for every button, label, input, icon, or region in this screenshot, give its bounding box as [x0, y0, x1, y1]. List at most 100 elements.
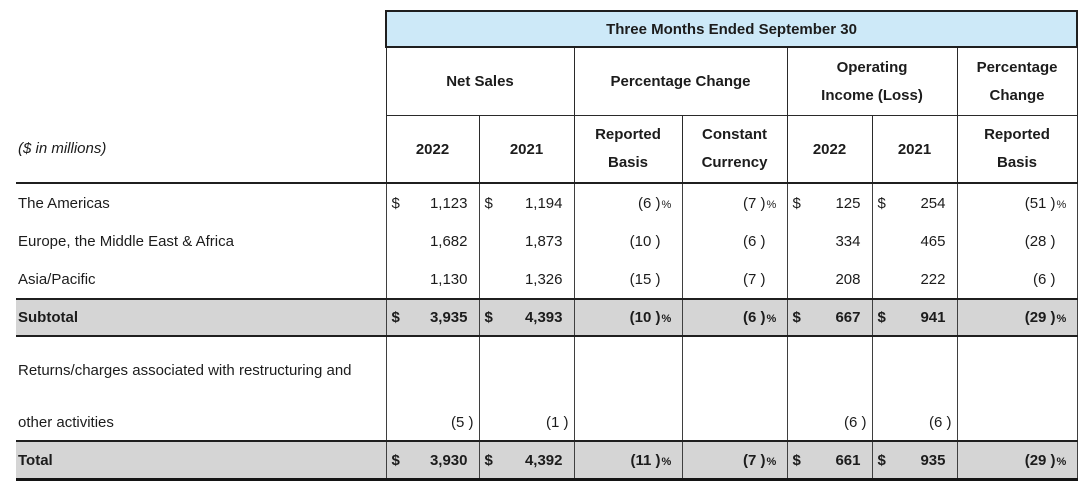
percent-sign: % [1056, 313, 1067, 325]
cell-net-sales-2021: 1,326 [478, 260, 574, 299]
row-label: The Americas [18, 194, 110, 212]
dollar-sign: $ [484, 451, 493, 469]
cell-constant-currency [681, 405, 787, 441]
cell-op-income-2022: (6 ) [786, 405, 872, 441]
percent-sign: % [661, 455, 672, 468]
financial-table-container: Three Months Ended September 30 Net Sale… [16, 10, 1079, 481]
dollar-sign: $ [484, 309, 493, 326]
dollar-sign: $ [391, 451, 400, 469]
row-label: Subtotal [16, 298, 386, 337]
dollar-sign: $ [877, 309, 886, 326]
cell-value: (6 ) [1033, 270, 1056, 288]
cell-value: 1,873 [524, 232, 563, 250]
cell-value: 4,393 [524, 309, 563, 326]
row-label: Asia/Pacific [18, 270, 96, 288]
cell-value: 1,123 [429, 194, 468, 212]
cell-net-sales-2021: $4,393 [478, 298, 574, 337]
cell-value: 125 [835, 194, 861, 212]
percent-sign: % [1056, 455, 1067, 468]
cell-value: (6 ) [844, 414, 867, 431]
cell-reported-basis: (6 )% [573, 183, 682, 222]
row-label: Europe, the Middle East & Africa [18, 232, 234, 250]
table-row-other-activities: other activities (5 ) (1 ) (6 ) (6 ) [16, 405, 1078, 441]
period-header: Three Months Ended September 30 [384, 10, 1079, 48]
cell-op-income-2021: $254 [871, 183, 957, 222]
table-row: Three Months Ended September 30 [16, 10, 1079, 48]
cell-op-income-2021: $935 [871, 440, 957, 481]
cell-value: 661 [835, 451, 861, 469]
spacer-cell [16, 11, 386, 47]
cell-reported-basis: (10 )% [573, 298, 682, 337]
column-group-percentage-change: Percentage Change [573, 46, 788, 116]
cell-value: (6 ) [929, 414, 952, 431]
cell-reported-basis: (11 )% [573, 440, 682, 481]
cell-reported-basis-2 [956, 405, 1078, 441]
table-row: ($ in millions) 2022 2021 Reported Basis… [16, 115, 1078, 184]
cell-net-sales-2021 [478, 336, 574, 405]
cell-constant-currency: (6 ) [681, 222, 787, 260]
cell-value: 3,930 [429, 451, 468, 469]
cell-net-sales-2022: $1,123 [385, 183, 479, 222]
cell-net-sales-2022: (5 ) [385, 405, 479, 441]
cell-value: (10 ) [629, 232, 661, 250]
cell-value: (7 ) [743, 270, 766, 288]
cell-net-sales-2021: $4,392 [478, 440, 574, 481]
dollar-sign: $ [792, 309, 801, 326]
cell-constant-currency: (7 )% [681, 183, 787, 222]
column-group-label: Percentage Change [610, 72, 751, 90]
column-group-label: Net Sales [446, 72, 514, 90]
cell-constant-currency: (7 ) [681, 260, 787, 299]
table-row: Net Sales Percentage Change Operating In… [16, 46, 1078, 116]
cell-value: 1,682 [429, 232, 468, 250]
column-group-percentage-change-2: Percentage Change [956, 46, 1078, 116]
cell-op-income-2021: (6 ) [871, 405, 957, 441]
percent-sign: % [661, 313, 672, 325]
row-label: Returns/charges associated with restruct… [16, 336, 386, 405]
cell-value: 222 [920, 270, 946, 288]
cell-value: 1,194 [524, 194, 563, 212]
column-header-reported-basis: Reported Basis [573, 115, 683, 184]
cell-value: 208 [835, 270, 861, 288]
cell-op-income-2021 [871, 336, 957, 405]
table-row-returns-charges: Returns/charges associated with restruct… [16, 336, 1078, 405]
cell-reported-basis-2 [956, 336, 1078, 405]
cell-net-sales-2021: (1 ) [478, 405, 574, 441]
percent-sign: % [766, 313, 777, 325]
cell-reported-basis-2: (28 ) [956, 222, 1078, 260]
cell-value: (7 ) [743, 194, 766, 212]
column-header-label: Constant Currency [701, 126, 768, 171]
cell-op-income-2022: $667 [786, 298, 872, 337]
cell-value: 1,130 [429, 270, 468, 288]
cell-net-sales-2022: $3,930 [385, 440, 479, 481]
cell-value: (28 ) [1024, 232, 1056, 250]
cell-reported-basis [573, 336, 682, 405]
cell-op-income-2021: 465 [871, 222, 957, 260]
cell-value: (15 ) [629, 270, 661, 288]
table-row-europe: Europe, the Middle East & Africa 1,682 1… [16, 222, 1078, 260]
column-header-ns-2022: 2022 [385, 115, 480, 184]
cell-value: 254 [920, 194, 946, 212]
cell-value: (11 ) [630, 451, 661, 469]
cell-constant-currency: (6 )% [681, 298, 787, 337]
cell-reported-basis-2: (29 )% [956, 440, 1078, 481]
unit-note: ($ in millions) [16, 115, 386, 184]
table-row-subtotal: Subtotal $3,935 $4,393 (10 )% (6 )% $667… [16, 298, 1078, 337]
cell-value: (6 ) [638, 194, 661, 212]
cell-value: 941 [920, 309, 946, 326]
column-header-oi-2021: 2021 [871, 115, 958, 184]
cell-op-income-2022: $125 [786, 183, 872, 222]
cell-constant-currency [681, 336, 787, 405]
segment-results-table: Three Months Ended September 30 Net Sale… [16, 10, 1079, 481]
cell-value: (29 ) [1024, 309, 1056, 326]
percent-sign: % [766, 455, 777, 468]
dollar-sign: $ [484, 194, 493, 212]
table-row-the-americas: The Americas $1,123 $1,194 (6 )% (7 )% $… [16, 183, 1078, 222]
row-label-text: Returns/charges associated with restruct… [18, 361, 352, 379]
column-header-label: Reported Basis [984, 126, 1050, 171]
cell-reported-basis: (15 ) [573, 260, 682, 299]
cell-value: (5 ) [451, 414, 474, 431]
column-header-oi-2022: 2022 [786, 115, 873, 184]
cell-net-sales-2022 [385, 336, 479, 405]
cell-op-income-2022: $661 [786, 440, 872, 481]
dollar-sign: $ [391, 194, 400, 212]
